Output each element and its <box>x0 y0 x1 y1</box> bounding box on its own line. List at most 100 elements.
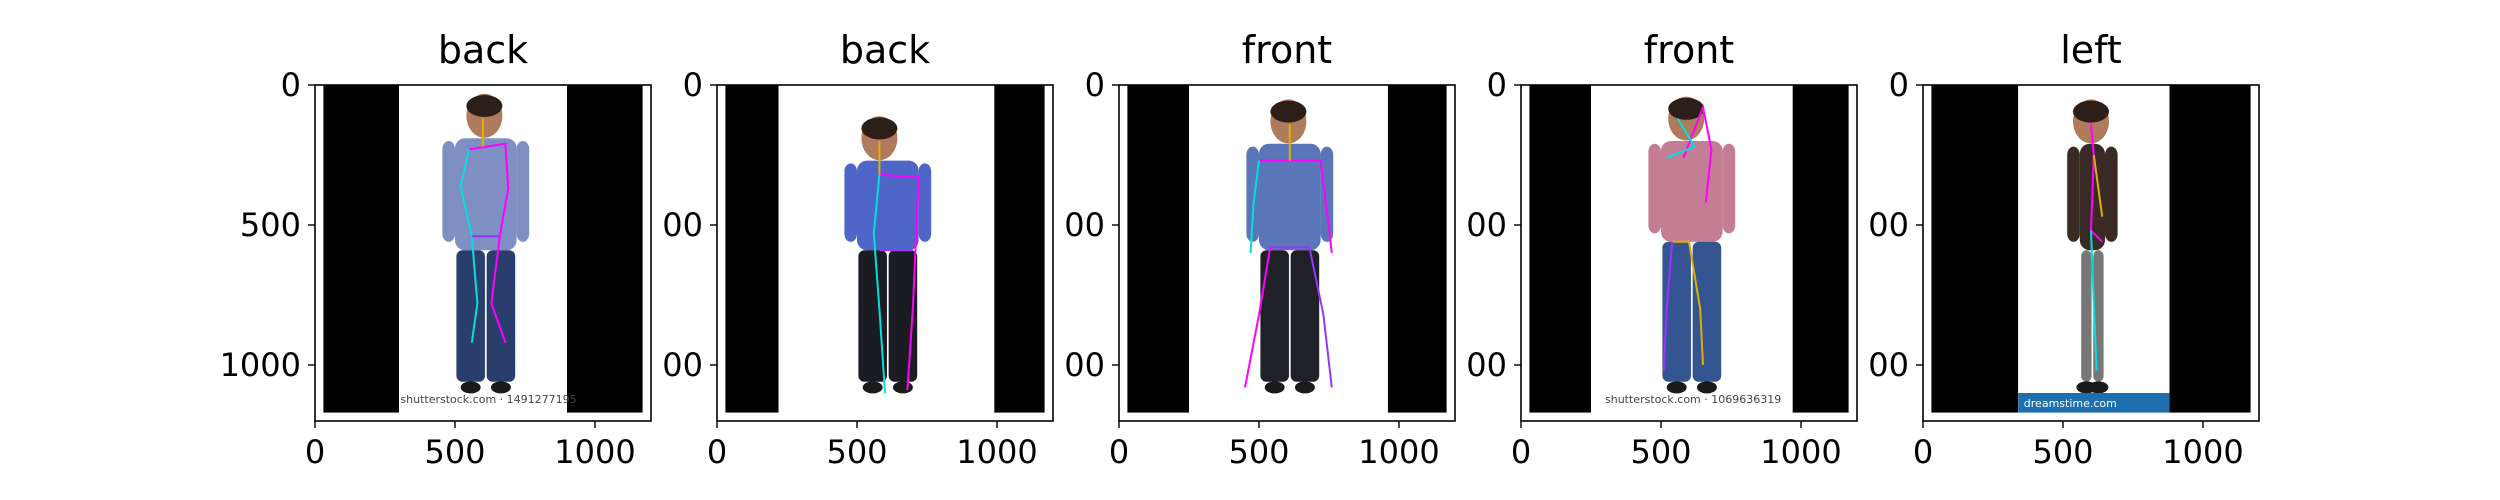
y-tick-label: 00 <box>1466 346 1507 384</box>
skeleton-limb <box>2090 230 2098 371</box>
black-bar-left <box>1931 85 2019 413</box>
y-tick-label: 00 <box>1064 206 1105 244</box>
y-tick-label: 0 <box>1889 66 1909 104</box>
black-bar-right <box>1387 85 1447 413</box>
shoe-left <box>460 381 481 394</box>
skeleton-limb <box>1249 160 1260 254</box>
leg-right <box>1692 241 1722 382</box>
y-tick-label: 00 <box>662 206 703 244</box>
y-tick-label: 0 <box>683 66 703 104</box>
watermark: shutterstock.com · 1491277195 <box>400 393 576 406</box>
leg-left <box>456 250 485 382</box>
person-figure <box>844 116 932 394</box>
black-bar-left <box>323 85 399 413</box>
arm-left <box>1246 146 1259 242</box>
skeleton-limb <box>468 142 510 343</box>
pose-skeleton <box>872 141 920 394</box>
black-bar-left <box>1529 85 1591 413</box>
skeleton-limb <box>1666 118 1697 159</box>
skeleton-limb <box>2089 124 2103 243</box>
skeleton-limb <box>2092 154 2104 217</box>
photo: dreamstime.com <box>1931 85 2251 413</box>
photo: shutterstock.com · 1491277195 <box>323 85 643 413</box>
hair <box>1270 100 1307 123</box>
x-tick-label: 500 <box>1228 433 1289 471</box>
arm-left <box>442 141 455 242</box>
axes-frame <box>1922 84 2260 422</box>
x-tick-label: 1000 <box>956 433 1037 471</box>
y-tick-label: 1000 <box>220 346 301 384</box>
shoe-right <box>1294 381 1315 394</box>
pose-skeleton <box>1244 124 1333 388</box>
black-bar-right <box>567 85 643 413</box>
y-tick-label: 0 <box>1085 66 1105 104</box>
arm-left <box>2067 146 2080 242</box>
panel-title: back <box>438 28 528 72</box>
x-tick-label: 500 <box>1630 433 1691 471</box>
leg-left <box>2081 250 2092 382</box>
arm-right <box>1320 146 1334 242</box>
x-tick-label: 1000 <box>1358 433 1439 471</box>
photo: shutterstock.com · 1069636319 <box>1529 85 1849 413</box>
panel-title: front <box>1242 28 1332 72</box>
hair <box>2073 100 2109 123</box>
x-tick-label: 500 <box>2032 433 2093 471</box>
leg-left <box>858 250 887 382</box>
panel-1: shutterstock.com · 1491277195 back 0 500 100… <box>220 28 652 471</box>
hair <box>861 117 898 140</box>
skeleton-limb <box>1270 246 1333 388</box>
stock-strip <box>2018 393 2170 413</box>
pose-skeleton <box>459 118 510 343</box>
leg-left <box>1260 250 1289 382</box>
skeleton-limb <box>872 174 886 394</box>
shoe-right <box>892 381 913 394</box>
black-bar-right <box>1792 85 1849 413</box>
x-tick-label: 0 <box>1511 433 1531 471</box>
x-tick-label: 1000 <box>2162 433 2243 471</box>
torso <box>1661 141 1723 242</box>
shoe-left <box>862 381 883 394</box>
x-tick-label: 1000 <box>554 433 635 471</box>
axes-frame <box>1520 84 1858 422</box>
x-tick-label: 500 <box>424 433 485 471</box>
skeleton-limb <box>879 173 920 391</box>
x-tick-label: 0 <box>707 433 727 471</box>
photo <box>725 85 1045 413</box>
black-bar-left <box>1127 85 1189 413</box>
hair <box>1668 97 1705 120</box>
x-tick-label: 500 <box>826 433 887 471</box>
black-bar-left <box>725 85 779 413</box>
y-tick-label: 0 <box>1487 66 1507 104</box>
leg-right <box>486 250 516 382</box>
y-tick-label: 00 <box>1868 206 1909 244</box>
black-bar-right <box>994 85 1045 413</box>
torso <box>857 160 919 251</box>
axes-frame <box>314 84 652 422</box>
arm-left <box>1648 143 1661 234</box>
watermark: dreamstime.com <box>2024 397 2117 410</box>
y-tick-label: 00 <box>1064 346 1105 384</box>
shoe-right <box>490 381 511 394</box>
photo <box>1127 85 1447 413</box>
y-tick-label: 00 <box>662 346 703 384</box>
axes-frame <box>716 84 1054 422</box>
shoe-right <box>1696 381 1717 394</box>
torso <box>1259 143 1321 251</box>
axes-frame <box>1118 84 1456 422</box>
shoe-right <box>2088 381 2109 394</box>
hair <box>466 95 503 117</box>
torso <box>455 138 517 251</box>
skeleton-limb <box>1672 240 1704 366</box>
black-bar-right <box>2169 85 2251 413</box>
watermark: shutterstock.com · 1069636319 <box>1605 393 1781 406</box>
arm-right <box>2105 146 2118 242</box>
pose-skeleton <box>1662 103 1713 371</box>
leg-right <box>1290 250 1320 382</box>
x-tick-label: 1000 <box>1760 433 1841 471</box>
arm-right <box>516 141 530 242</box>
skeleton-limb <box>1662 241 1674 371</box>
